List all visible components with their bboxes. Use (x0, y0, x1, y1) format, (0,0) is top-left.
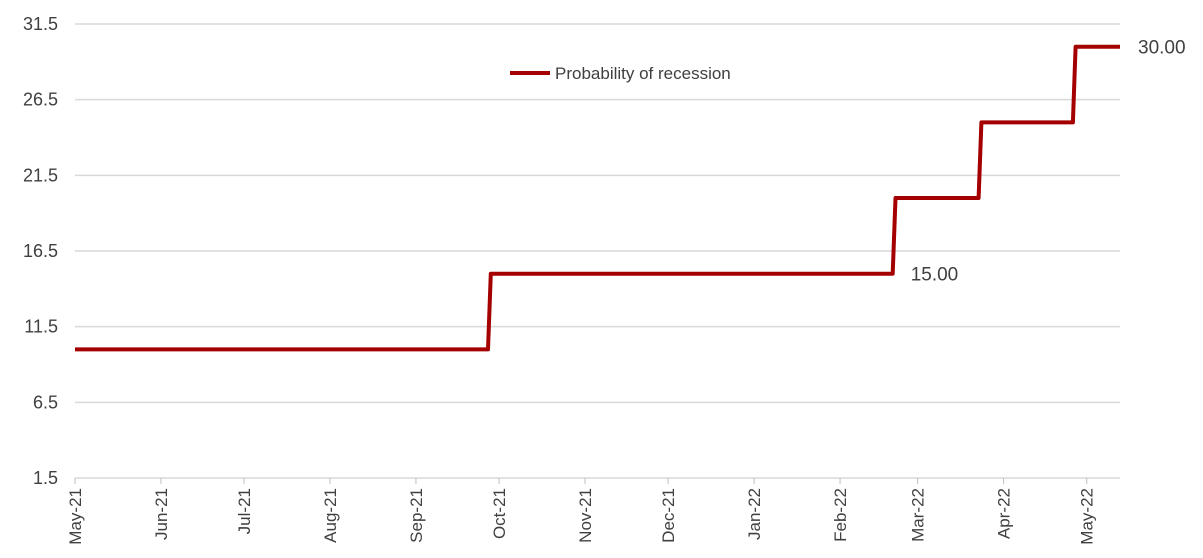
x-axis: May-21 Jun-21 Jul-21 Aug-21 Sep-21 Oct-21 Nov-… (66, 478, 1097, 545)
x-tick-label: Nov-21 (576, 488, 595, 543)
y-tick-label: 31.5 (23, 14, 58, 34)
x-tick-label: Dec-21 (659, 488, 678, 543)
data-label: 15.00 (911, 265, 959, 286)
legend-label: Probability of recession (555, 64, 731, 83)
x-tick-label: May-22 (1078, 488, 1097, 545)
y-tick-label: 26.5 (23, 90, 58, 110)
x-tick-label: Jul-21 (235, 488, 254, 534)
y-tick-label: 6.5 (33, 392, 58, 412)
y-tick-label: 21.5 (23, 165, 58, 185)
data-label: 30.00 (1138, 38, 1186, 59)
x-tick-label: Oct-21 (490, 488, 509, 539)
x-tick-label: Jun-21 (152, 488, 171, 540)
data-labels: 15.00 30.00 (911, 38, 1186, 286)
gridlines: 1.5 6.5 11.5 16.5 21.5 26.5 31.5 (23, 14, 1120, 488)
x-tick-label: Apr-22 (995, 488, 1014, 539)
x-tick-label: Jan-22 (745, 488, 764, 540)
y-tick-label: 16.5 (23, 241, 58, 261)
series-line-probability-of-recession (75, 44, 1120, 352)
legend: Probability of recession (510, 64, 731, 83)
x-tick-label: Mar-22 (909, 488, 928, 542)
y-tick-label: 1.5 (33, 468, 58, 488)
x-tick-label: May-21 (66, 488, 85, 545)
series-layer (75, 44, 1120, 352)
x-tick-label: Feb-22 (831, 488, 850, 542)
y-tick-label: 11.5 (24, 317, 58, 337)
x-tick-label: Sep-21 (407, 488, 426, 543)
x-tick-label: Aug-21 (321, 488, 340, 543)
